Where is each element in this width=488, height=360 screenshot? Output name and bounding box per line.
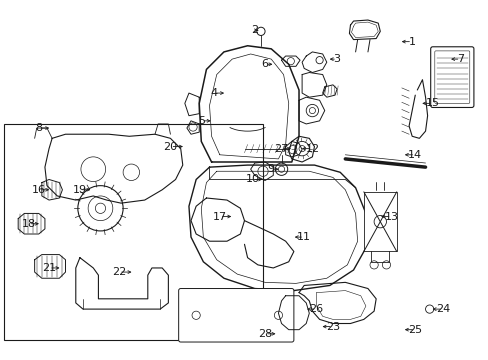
Text: 7: 7	[456, 54, 463, 64]
Text: 28: 28	[258, 329, 272, 339]
Text: 21: 21	[42, 263, 56, 273]
Text: 2: 2	[251, 25, 258, 35]
Text: 24: 24	[435, 304, 449, 314]
Text: 26: 26	[309, 304, 323, 314]
Text: 10: 10	[245, 175, 259, 184]
Text: 22: 22	[112, 267, 126, 277]
Text: 20: 20	[163, 141, 177, 152]
Text: 23: 23	[325, 321, 339, 332]
Text: 27: 27	[274, 144, 288, 154]
Text: 5: 5	[197, 116, 204, 126]
Text: 4: 4	[210, 88, 217, 98]
Text: 8: 8	[35, 123, 42, 133]
Text: 9: 9	[267, 164, 274, 174]
Bar	[4, 124, 263, 340]
Text: 12: 12	[305, 144, 319, 154]
Text: 6: 6	[261, 59, 268, 69]
Text: 14: 14	[407, 150, 422, 160]
Text: 13: 13	[384, 212, 398, 221]
Text: 1: 1	[408, 37, 415, 47]
Text: 19: 19	[73, 185, 87, 195]
Text: 25: 25	[407, 325, 422, 335]
Text: 18: 18	[21, 219, 36, 229]
FancyBboxPatch shape	[178, 288, 293, 342]
Bar	[363, 192, 396, 252]
FancyBboxPatch shape	[430, 47, 473, 108]
Text: 16: 16	[32, 185, 46, 195]
Text: 11: 11	[297, 232, 310, 242]
Text: 3: 3	[333, 54, 340, 64]
Text: 15: 15	[425, 98, 439, 108]
FancyBboxPatch shape	[434, 51, 469, 103]
Text: 17: 17	[212, 212, 226, 221]
